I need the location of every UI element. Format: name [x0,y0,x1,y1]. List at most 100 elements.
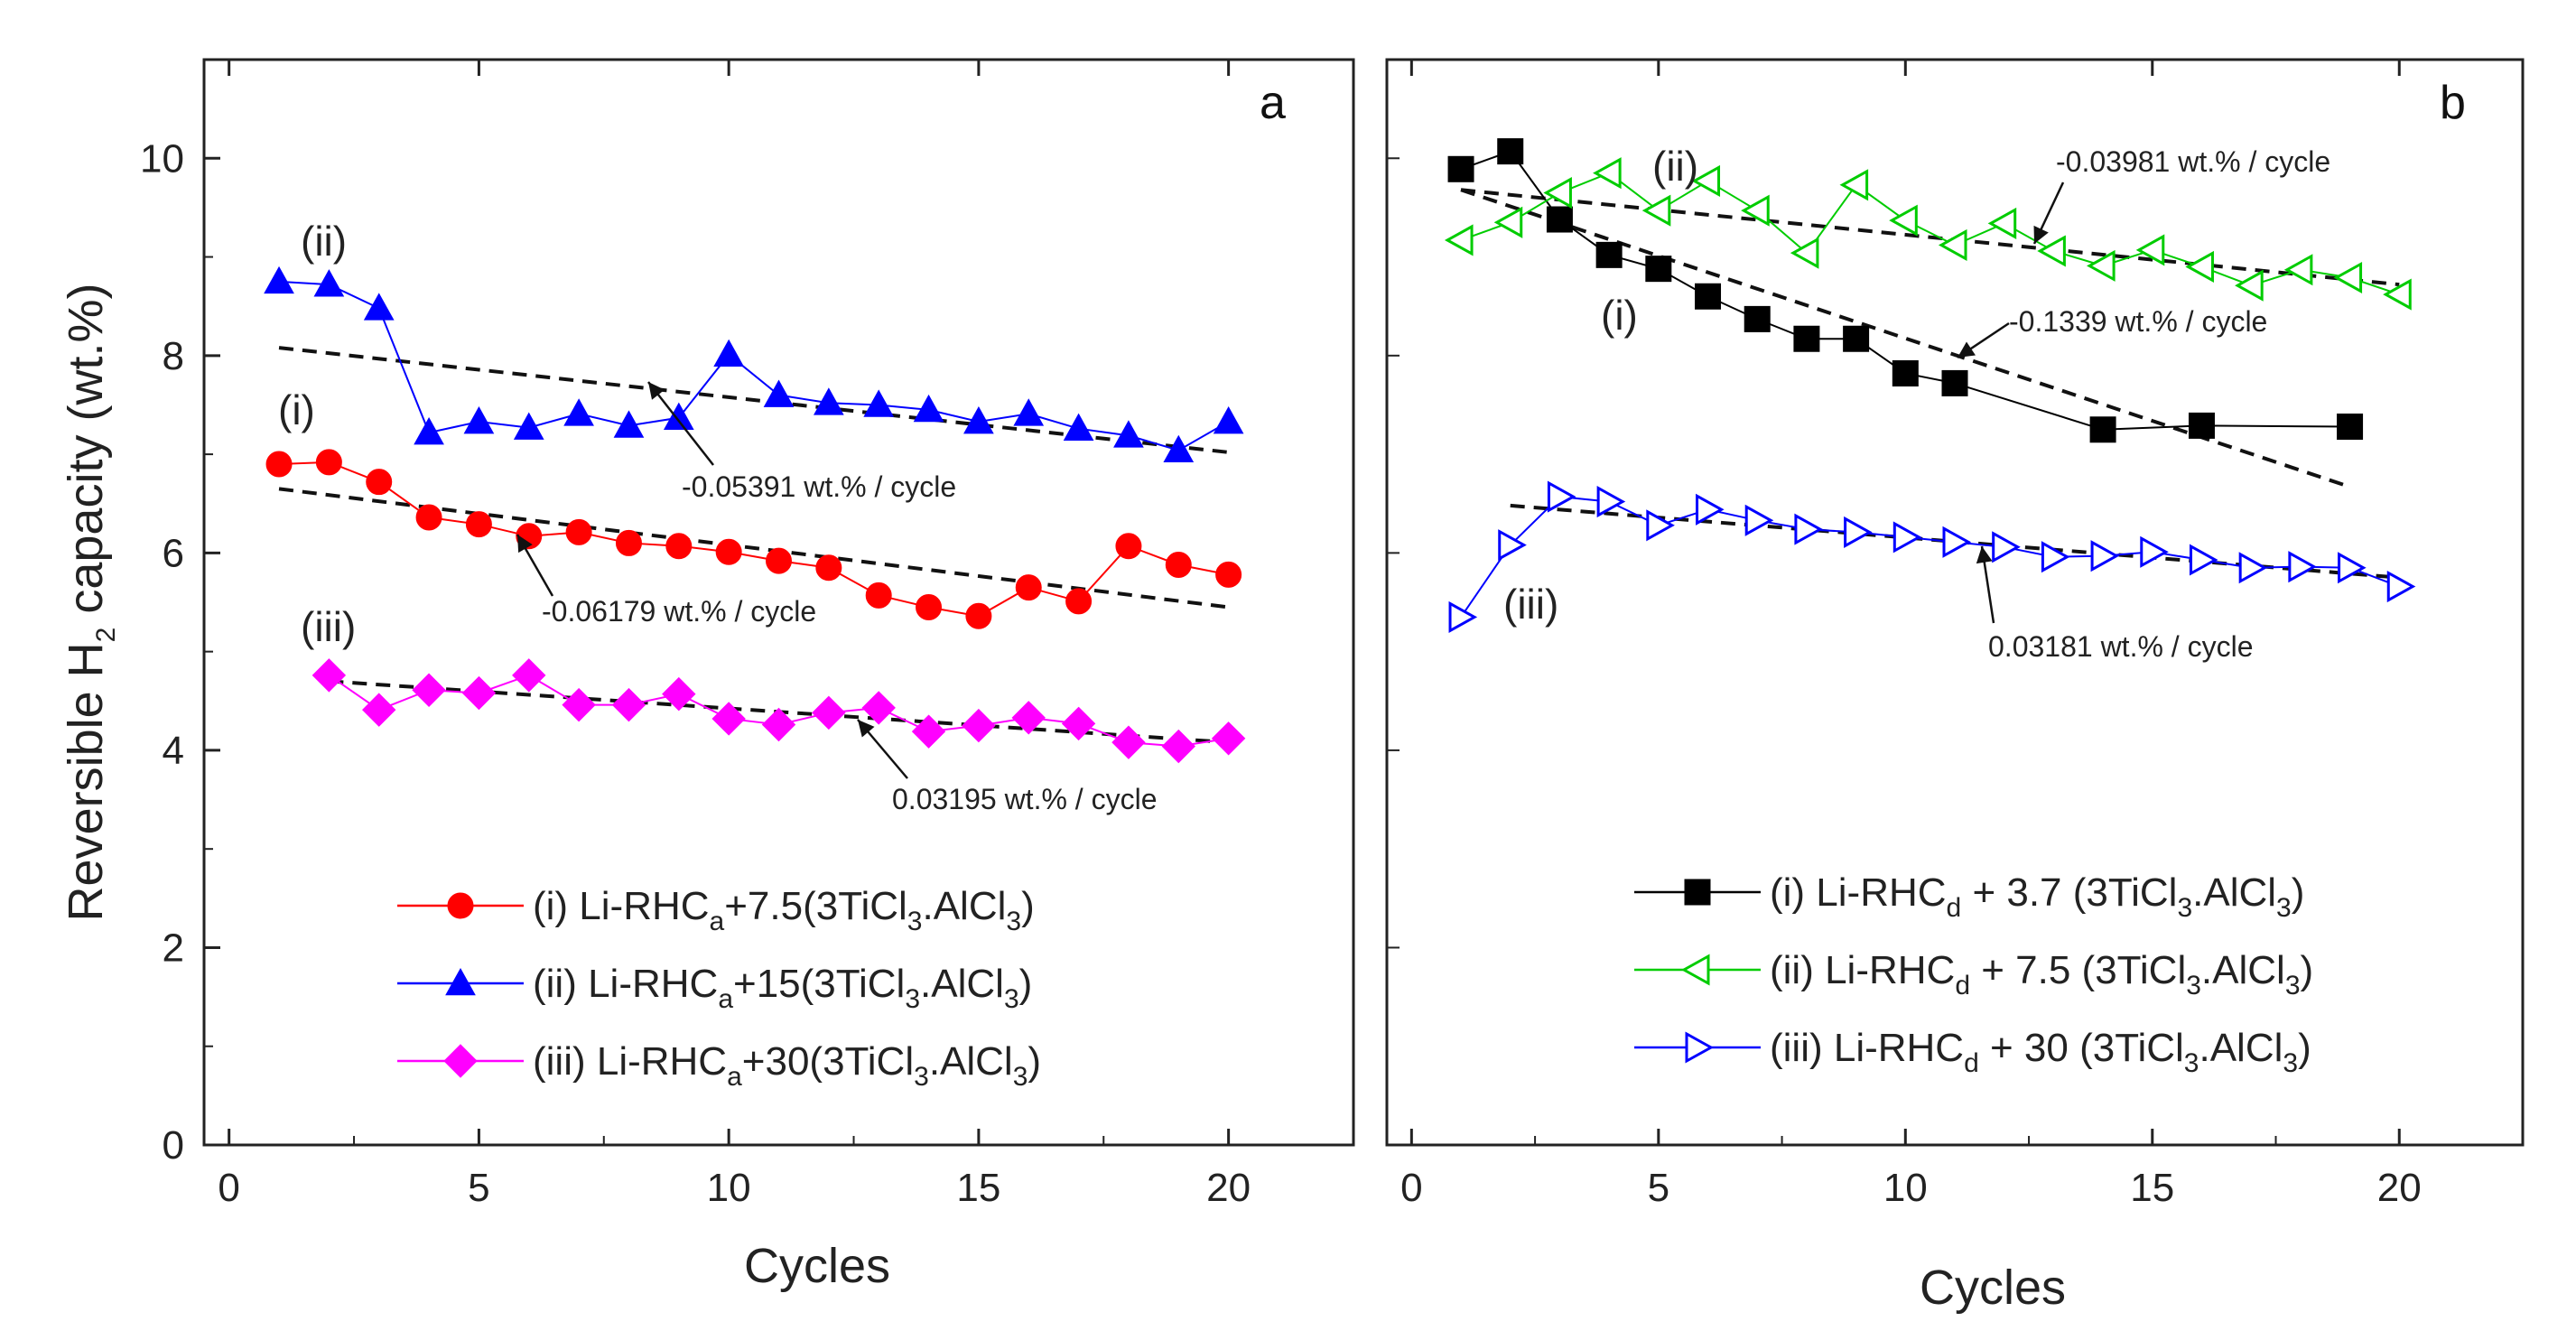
data-point-bii [2383,278,2412,311]
panel-a-curve-labels: (i) (ii) (iii) [278,218,356,650]
data-point-bii [2235,269,2264,302]
data-point-aii [1113,420,1144,448]
data-point-aiii [512,658,546,693]
data-point-bi [1645,256,1672,283]
data-point-bii [2135,234,2165,266]
data-point-bii [1691,164,1721,197]
x-axis-title-a: Cycles [744,1239,890,1293]
data-point-aiii [362,693,396,727]
panel-b-legend: (i) Li-RHCd + 3.7 (3TiCl3.AlCl3) (ii) Li-… [1634,870,2313,1078]
x-tick-label: 15 [2130,1166,2174,1210]
data-point-biii [2238,552,2268,584]
curve-label-bi: (i) [1601,292,1638,339]
legend-label-bi: (i) Li-RHCd + 3.7 (3TiCl3.AlCl3) [1770,870,2304,923]
data-point-ai [865,582,892,609]
data-point-biii [1992,531,2021,563]
data-point-bi [1892,359,1919,386]
data-point-aii [1013,398,1045,426]
y-tick-label: 2 [163,926,184,970]
x-tick-label: 0 [1400,1166,1422,1210]
y-tick-label: 0 [163,1123,184,1168]
panel-b-ticks: 0 5 10 15 20 [1387,60,2422,1210]
data-point-biii [2288,551,2317,583]
data-point-ai [1215,561,1242,588]
data-point-bii [1987,207,2017,239]
data-point-biii [2189,544,2218,576]
trend-annotation-aii: -0.05391 wt.% / cycle [682,470,956,503]
data-point-biii [1844,516,1873,548]
trend-annotation-aiii: 0.03195 wt.% / cycle [892,783,1157,815]
data-point-aiii [1061,706,1096,741]
curve-label-biii: (iii) [1503,581,1558,628]
data-point-ai [965,602,992,629]
data-point-ai [766,547,792,574]
data-point-aii [363,293,395,321]
data-point-aii [613,410,645,438]
panel-b-curve-labels: (i) (ii) (iii) [1503,143,1698,628]
data-point-ai [1115,533,1142,560]
data-point-bi [1843,325,1870,352]
legend-marker-aiii [443,1044,478,1078]
data-point-bii [2086,249,2116,282]
y-tick-label: 10 [140,136,184,181]
data-point-aiii [861,691,896,725]
legend-label-ai: (i) Li-RHCa+7.5(3TiCl3.AlCl3) [533,884,1035,936]
data-point-bii [1543,176,1572,209]
data-point-aii [513,412,544,440]
data-point-aiii [461,675,497,711]
data-point-bii [2283,254,2313,286]
trend-line-bii [1460,188,2400,287]
data-point-bii [1641,194,1671,227]
data-point-biii [2140,535,2169,568]
data-point-ai [665,533,693,560]
data-point-biii [1794,513,1824,545]
data-point-biii [1547,480,1576,513]
data-point-bii [2037,235,2066,267]
panel-b: 0 5 10 15 20 b Cycles (i) (ii) (iii) -0.1339 w… [1385,58,2525,1315]
data-point-bii [1938,228,1967,261]
data-point-ai [1165,551,1192,578]
data-point-ai [265,451,293,478]
data-point-aii [313,269,345,297]
annotation-arrowhead-aii [648,382,665,400]
data-point-aiii [312,658,347,693]
data-point-bi [1695,283,1722,310]
panel-a-ticks: 0 5 10 15 20 0 2 4 6 8 10 [140,60,1251,1210]
data-point-aii [813,387,844,415]
annotation-arrow-aii [647,381,714,466]
trend-annotation-bii: -0.03981 wt.% / cycle [2056,145,2330,178]
data-point-aii [1063,413,1094,441]
legend-label-bii: (ii) Li-RHCd + 7.5 (3TiCl3.AlCl3) [1770,948,2313,1000]
data-point-aiii [562,687,596,722]
panel-a-trend-annotations: -0.06179 wt.% / cycle -0.05391 wt.% / cyc… [516,381,1157,815]
panel-a: 0 5 10 15 20 0 2 4 6 8 10 a Cycles Reversible H2 c… [59,58,1355,1293]
x-tick-label: 0 [218,1166,239,1210]
data-point-aiii [962,708,996,743]
data-point-bi [1546,206,1573,233]
data-point-biii [1942,526,1972,558]
data-point-aiii [1111,725,1146,759]
series-line-aii [278,280,1230,451]
y-tick-label: 4 [163,729,184,773]
panel-a-letter: a [1260,77,1286,129]
y-axis-title: Reversible H2 capacity (wt.%) [59,284,121,922]
data-point-aiii [412,673,446,707]
data-point-biii [1892,521,1922,554]
data-point-aii [463,406,495,434]
data-point-ai [1065,588,1093,615]
data-point-bi [2337,413,2364,440]
data-point-bii [1889,204,1918,237]
data-point-aiii [611,687,646,722]
legend-marker-bii [1680,954,1710,986]
panel-a-legend: (i) Li-RHCa+7.5(3TiCl3.AlCl3) (ii) Li-RHC… [397,884,1041,1092]
legend-marker-ai [447,892,474,919]
data-point-ai [465,511,492,538]
data-point-biii [1744,504,1774,536]
trend-line-aii [278,346,1229,454]
data-point-biii [1646,509,1675,542]
data-point-ai [715,538,742,565]
annotation-arrowhead-biii [1976,546,1993,564]
x-axis-title-b: Cycles [1920,1261,2066,1315]
trend-line-ai [278,487,1229,610]
data-point-bi [1497,138,1524,165]
